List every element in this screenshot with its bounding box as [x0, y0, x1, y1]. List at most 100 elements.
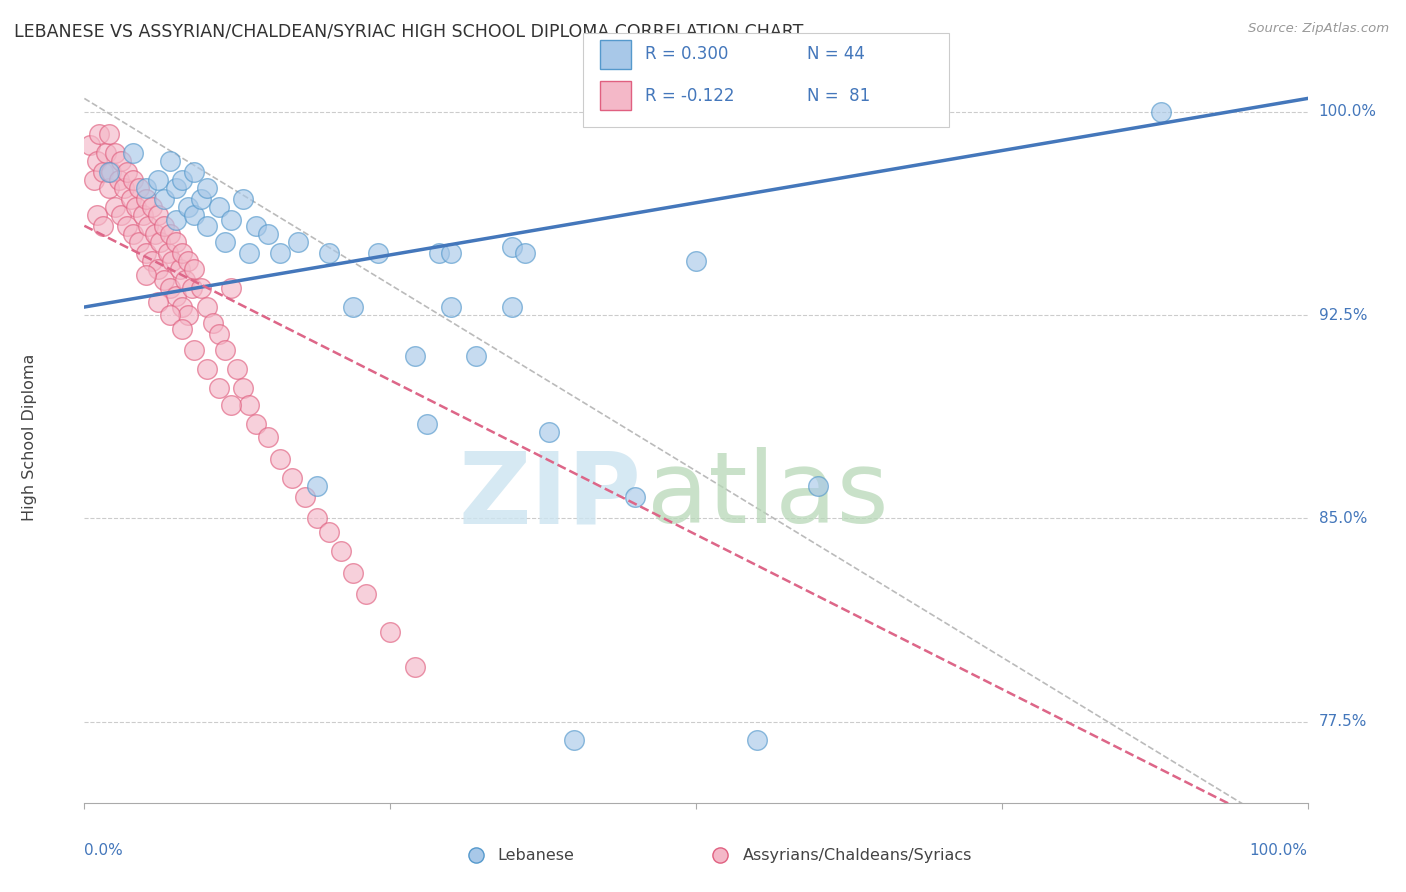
Point — [177, 308, 200, 322]
Point — [440, 245, 463, 260]
Point — [404, 660, 426, 674]
Point — [162, 254, 184, 268]
Point — [416, 417, 439, 431]
Point — [128, 181, 150, 195]
Point — [287, 235, 309, 249]
Point — [464, 349, 486, 363]
Text: LEBANESE VS ASSYRIAN/CHALDEAN/SYRIAC HIGH SCHOOL DIPLOMA CORRELATION CHART: LEBANESE VS ASSYRIAN/CHALDEAN/SYRIAC HIG… — [14, 22, 803, 40]
Text: Lebanese: Lebanese — [498, 848, 575, 863]
Point — [165, 289, 187, 303]
Point — [159, 281, 181, 295]
Text: 77.5%: 77.5% — [1319, 714, 1367, 729]
Point — [232, 192, 254, 206]
Point — [219, 398, 242, 412]
Point — [1150, 105, 1173, 120]
Point — [146, 172, 169, 186]
Point — [195, 181, 218, 195]
Point — [281, 471, 304, 485]
Text: ZIP: ZIP — [458, 447, 641, 544]
Point — [96, 145, 118, 160]
Point — [181, 281, 204, 295]
Point — [238, 398, 260, 412]
Point — [208, 381, 231, 395]
Point — [232, 809, 254, 823]
Point — [141, 200, 163, 214]
Point — [330, 544, 353, 558]
Point — [165, 235, 187, 249]
Point — [97, 164, 120, 178]
Point — [149, 235, 172, 249]
Point — [195, 219, 218, 233]
Point — [183, 208, 205, 222]
Point — [104, 200, 127, 214]
Point — [214, 343, 236, 358]
Point — [110, 208, 132, 222]
Point — [86, 208, 108, 222]
Point — [128, 235, 150, 249]
Text: N =  81: N = 81 — [807, 87, 870, 104]
Point — [135, 268, 157, 282]
Point — [183, 262, 205, 277]
Point — [195, 362, 218, 376]
Point — [318, 245, 340, 260]
Point — [214, 235, 236, 249]
Point — [122, 227, 145, 241]
Point — [153, 192, 176, 206]
Text: Source: ZipAtlas.com: Source: ZipAtlas.com — [1249, 22, 1389, 36]
Point — [195, 300, 218, 314]
Point — [79, 137, 101, 152]
Point — [238, 245, 260, 260]
Point — [305, 511, 328, 525]
Point — [86, 153, 108, 168]
Point — [146, 262, 169, 277]
Text: atlas: atlas — [647, 447, 889, 544]
Point — [97, 127, 120, 141]
Point — [132, 208, 155, 222]
Point — [153, 219, 176, 233]
Point — [165, 181, 187, 195]
Point — [100, 164, 122, 178]
Point — [245, 417, 267, 431]
Point — [91, 219, 114, 233]
Point — [115, 219, 138, 233]
Point — [367, 245, 389, 260]
Point — [624, 490, 647, 504]
Point — [404, 349, 426, 363]
Text: 0.0%: 0.0% — [84, 843, 124, 858]
Text: 92.5%: 92.5% — [1319, 308, 1367, 323]
Text: R = -0.122: R = -0.122 — [645, 87, 735, 104]
Point — [513, 245, 536, 260]
Point — [173, 273, 195, 287]
Point — [169, 262, 191, 277]
Point — [257, 430, 280, 444]
Point — [685, 254, 707, 268]
Text: High School Diploma: High School Diploma — [22, 353, 37, 521]
Point — [305, 479, 328, 493]
Text: 85.0%: 85.0% — [1319, 511, 1367, 526]
Point — [294, 490, 316, 504]
Point — [747, 733, 769, 747]
Text: Assyrians/Chaldeans/Syriacs: Assyrians/Chaldeans/Syriacs — [742, 848, 972, 863]
Point — [122, 145, 145, 160]
Point — [502, 240, 524, 254]
Point — [440, 300, 463, 314]
Point — [135, 192, 157, 206]
Point — [427, 245, 450, 260]
Text: 100.0%: 100.0% — [1250, 843, 1308, 858]
Point — [257, 227, 280, 241]
Point — [269, 245, 291, 260]
Point — [208, 200, 231, 214]
Point — [245, 219, 267, 233]
Point — [342, 300, 364, 314]
Point — [159, 227, 181, 241]
Point — [807, 479, 830, 493]
Point — [110, 153, 132, 168]
Point — [201, 316, 224, 330]
Point — [115, 164, 138, 178]
Point — [153, 273, 176, 287]
Point — [156, 245, 179, 260]
Point — [97, 181, 120, 195]
Point — [562, 733, 585, 747]
Point — [208, 327, 231, 342]
Point — [172, 322, 194, 336]
